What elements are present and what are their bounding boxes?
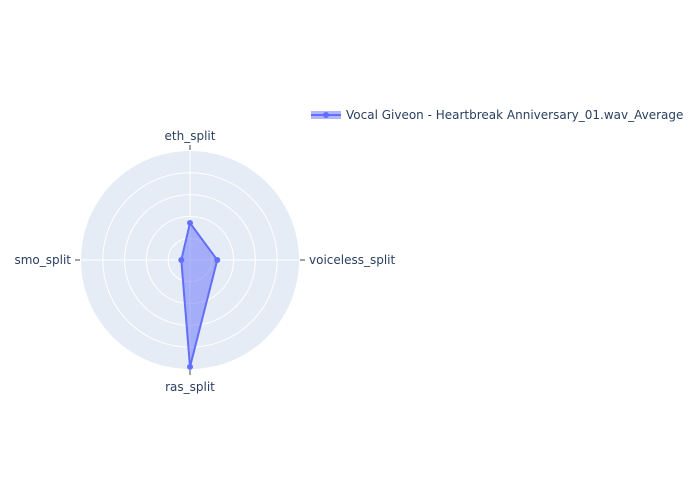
axis-label-ras-split: ras_split [165, 380, 215, 394]
axis-labels: eth_split voiceless_split ras_split smo_spl… [14, 129, 395, 394]
legend-label: Vocal Giveon - Heartbreak Anniversary_01… [346, 108, 683, 122]
axis-label-eth-split: eth_split [165, 129, 216, 143]
data-point-ras-split [187, 363, 193, 370]
axis-label-smo-split: smo_split [14, 253, 71, 267]
series-layer [178, 219, 221, 370]
legend[interactable]: Vocal Giveon - Heartbreak Anniversary_01… [311, 108, 683, 122]
data-point-eth-split [187, 219, 193, 226]
legend-swatch-marker [323, 112, 329, 118]
legend-swatch [311, 111, 341, 119]
data-point-voiceless-split [214, 257, 221, 263]
data-point-smo-split [178, 257, 185, 263]
axis-label-voiceless-split: voiceless_split [309, 253, 396, 267]
